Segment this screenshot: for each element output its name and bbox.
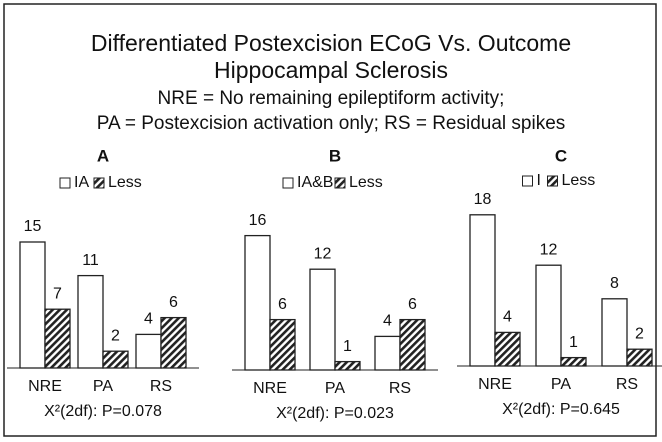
x-tick-label: RS xyxy=(616,376,638,393)
title-line: Differentiated Postexcision ECoG Vs. Out… xyxy=(91,30,571,56)
value-label: 6 xyxy=(408,296,417,313)
value-label: 1 xyxy=(569,334,578,351)
value-label: 16 xyxy=(249,212,267,229)
title-line: Hippocampal Sclerosis xyxy=(214,57,448,83)
bar xyxy=(269,318,296,371)
legend-swatch xyxy=(59,177,71,189)
annotation: X²(2df): P=0.078 xyxy=(44,403,162,420)
title-line: PA = Postexcision activation only; RS = … xyxy=(97,113,566,134)
bar xyxy=(19,241,46,369)
bar xyxy=(244,234,271,371)
value-label: 12 xyxy=(314,245,332,262)
frame xyxy=(3,3,657,437)
bar xyxy=(77,274,104,369)
value-label: 2 xyxy=(111,327,120,344)
bar xyxy=(374,335,401,371)
legend-swatch xyxy=(522,175,533,187)
annotation: X²(2df): P=0.645 xyxy=(502,401,620,418)
value-label: 12 xyxy=(540,241,558,258)
value-label: 18 xyxy=(474,191,492,208)
value-label: 15 xyxy=(24,218,42,235)
bar xyxy=(560,356,587,367)
legend-label: Less xyxy=(349,174,383,191)
bar xyxy=(334,360,361,371)
x-tick-label: NRE xyxy=(478,376,512,393)
bar xyxy=(399,318,426,371)
x-tick-label: RS xyxy=(389,380,411,397)
panel-title: A xyxy=(97,146,109,165)
value-label: 11 xyxy=(82,252,99,269)
legend-label: I xyxy=(537,172,541,189)
panel-title: C xyxy=(555,146,567,165)
bar xyxy=(160,316,187,369)
bar xyxy=(601,298,628,367)
value-label: 6 xyxy=(169,294,178,311)
legend-label: IA xyxy=(74,174,89,191)
legend-label: Less xyxy=(108,174,142,191)
legend-swatch xyxy=(93,177,105,189)
x-tick-label: PA xyxy=(551,376,571,393)
legend-swatch xyxy=(334,177,346,189)
legend-label: IA&B xyxy=(297,174,333,191)
bar xyxy=(309,268,336,371)
bar xyxy=(135,333,162,369)
annotation: X²(2df): P=0.023 xyxy=(276,405,394,422)
value-label: 6 xyxy=(278,296,287,313)
value-label: 4 xyxy=(144,311,153,328)
legend-label: Less xyxy=(562,172,596,189)
title-line: NRE = No remaining epileptiform activity… xyxy=(158,88,505,109)
legend-swatch xyxy=(282,177,294,189)
bar xyxy=(102,350,129,369)
bar xyxy=(494,331,521,367)
value-label: 4 xyxy=(503,309,512,326)
x-tick-label: PA xyxy=(325,380,345,397)
bar xyxy=(44,308,71,369)
bar xyxy=(626,348,653,367)
x-tick-label: NRE xyxy=(28,378,62,395)
value-label: 4 xyxy=(383,313,392,330)
value-label: 7 xyxy=(53,285,62,302)
legend-swatch xyxy=(547,175,558,187)
bar xyxy=(535,264,562,367)
panel-title: B xyxy=(329,146,341,165)
x-tick-label: RS xyxy=(150,378,172,395)
value-label: 8 xyxy=(610,275,619,292)
x-tick-label: NRE xyxy=(253,380,287,397)
x-tick-label: PA xyxy=(93,378,113,395)
bar xyxy=(469,214,496,367)
value-label: 1 xyxy=(343,338,352,355)
value-label: 2 xyxy=(635,325,644,342)
